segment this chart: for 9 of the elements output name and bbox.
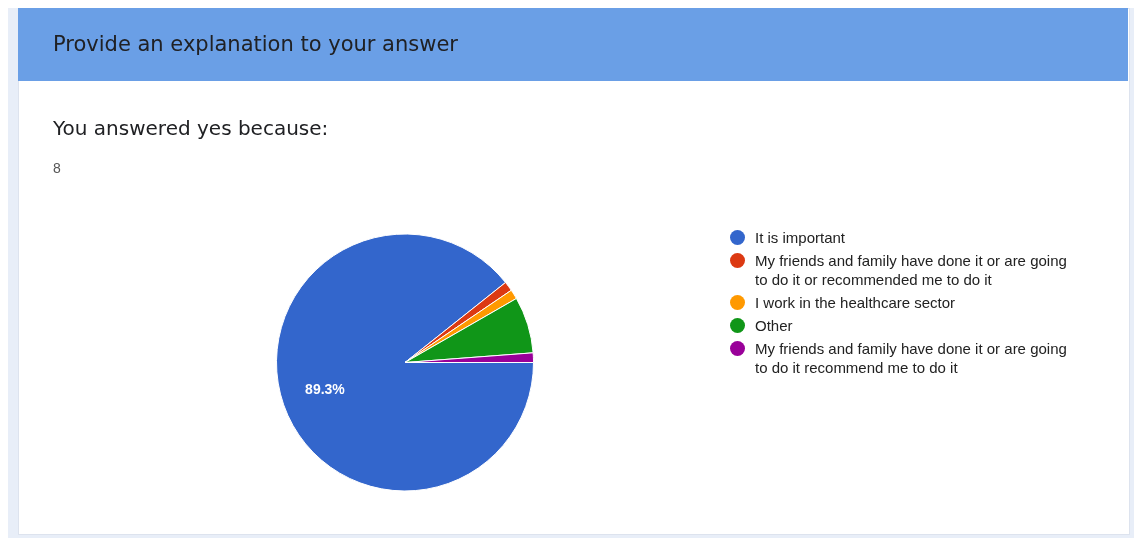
- legend-label: My friends and family have done it or are going to do it recommend me to do it: [755, 339, 1068, 377]
- legend-label: My friends and family have done it or are going to do it or recommended me to do it: [755, 251, 1068, 289]
- chart-subtitle: You answered yes because:: [53, 116, 329, 140]
- legend-label: I work in the healthcare sector: [755, 293, 956, 312]
- chart-title: Provide an explanation to your answer: [18, 8, 1128, 81]
- legend-label: It is important: [755, 228, 846, 247]
- legend-label: Other: [755, 316, 793, 335]
- data-label: 89.3%: [305, 381, 346, 398]
- text: 8: [53, 160, 61, 176]
